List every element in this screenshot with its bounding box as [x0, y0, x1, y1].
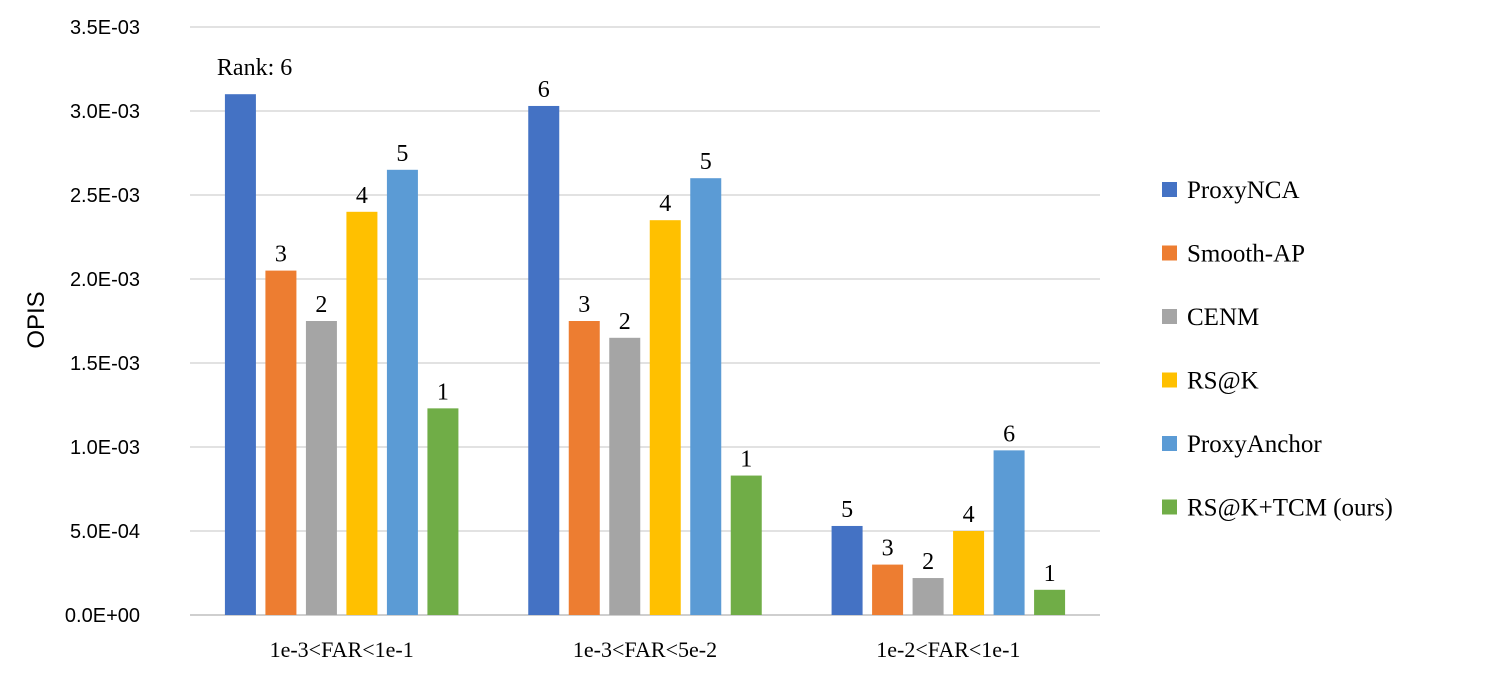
data-label: 1	[1044, 561, 1056, 587]
y-tick-label: 2.0E-03	[70, 269, 140, 291]
category-label: 1e-2<FAR<1e-1	[876, 637, 1020, 662]
category-label: 1e-3<FAR<1e-1	[270, 637, 414, 662]
y-tick-label: 0.0E+00	[65, 605, 140, 627]
bar	[609, 337, 641, 615]
data-label: 5	[396, 141, 408, 167]
bar	[872, 564, 904, 615]
bar	[528, 105, 560, 616]
legend-swatch	[1162, 436, 1177, 451]
bar	[831, 525, 863, 615]
x-axis-categories: 1e-3<FAR<1e-1 1e-3<FAR<5e-2 1e-2<FAR<1e-1	[270, 637, 1021, 662]
bar	[730, 475, 762, 615]
data-label: 1	[437, 379, 449, 405]
data-label: Rank: 6	[217, 55, 292, 81]
data-label: 6	[1003, 421, 1015, 447]
data-label: 5	[700, 149, 712, 175]
bar	[912, 578, 944, 615]
legend-label: RS@K+TCM (ours)	[1187, 495, 1393, 522]
bar	[1034, 589, 1066, 615]
gridlines	[190, 26, 1100, 616]
category-label: 1e-3<FAR<5e-2	[573, 637, 717, 662]
y-tick-label: 2.5E-03	[70, 185, 140, 207]
legend-label: Smooth-AP	[1187, 241, 1305, 268]
legend-swatch	[1162, 499, 1177, 515]
bar	[386, 169, 418, 616]
legend-swatch	[1162, 182, 1177, 197]
data-label: 5	[841, 497, 853, 523]
data-label: 2	[315, 292, 327, 318]
data-label: 4	[659, 191, 671, 217]
legend: ProxyNCA Smooth-AP CENM RS@K ProxyAnchor RS@K…	[1162, 177, 1393, 522]
data-label: 1	[740, 447, 752, 473]
bar	[690, 178, 722, 615]
legend-swatch	[1162, 309, 1177, 324]
bars: Rank: 6 3 2 4 5 1 6 3 2 4 5 1 5 3 2 4 6 1	[217, 55, 1066, 616]
y-tick-label: 1.0E-03	[70, 437, 140, 459]
legend-label: CENM	[1187, 304, 1259, 331]
legend-swatch	[1162, 372, 1177, 388]
data-label: 4	[963, 502, 975, 528]
data-label: 2	[619, 309, 631, 335]
y-axis-ticks: 0.0E+00 5.0E-04 1.0E-03 1.5E-03 2.0E-03 2.5E-…	[65, 17, 140, 627]
data-label: 3	[882, 536, 894, 562]
legend-label: ProxyAnchor	[1187, 431, 1322, 458]
y-tick-label: 3.5E-03	[70, 17, 140, 39]
bar	[649, 220, 681, 615]
y-tick-label: 3.0E-03	[70, 101, 140, 123]
bar	[568, 321, 600, 615]
bar	[427, 408, 459, 615]
y-axis-label: OPIS	[23, 291, 50, 348]
data-label: 3	[275, 242, 287, 268]
y-tick-label: 5.0E-04	[70, 521, 140, 543]
legend-swatch	[1162, 245, 1177, 261]
y-tick-label: 1.5E-03	[70, 353, 140, 375]
legend-label: ProxyNCA	[1187, 177, 1300, 204]
bar	[953, 531, 985, 615]
bar	[993, 450, 1025, 615]
data-label: 6	[538, 77, 550, 103]
data-label: 2	[922, 549, 934, 575]
data-label: 4	[356, 183, 368, 209]
bar	[224, 94, 256, 615]
data-label: 3	[578, 292, 590, 318]
legend-label: RS@K	[1187, 368, 1259, 395]
bar	[265, 270, 297, 615]
bar	[305, 321, 337, 615]
bar	[346, 211, 378, 616]
